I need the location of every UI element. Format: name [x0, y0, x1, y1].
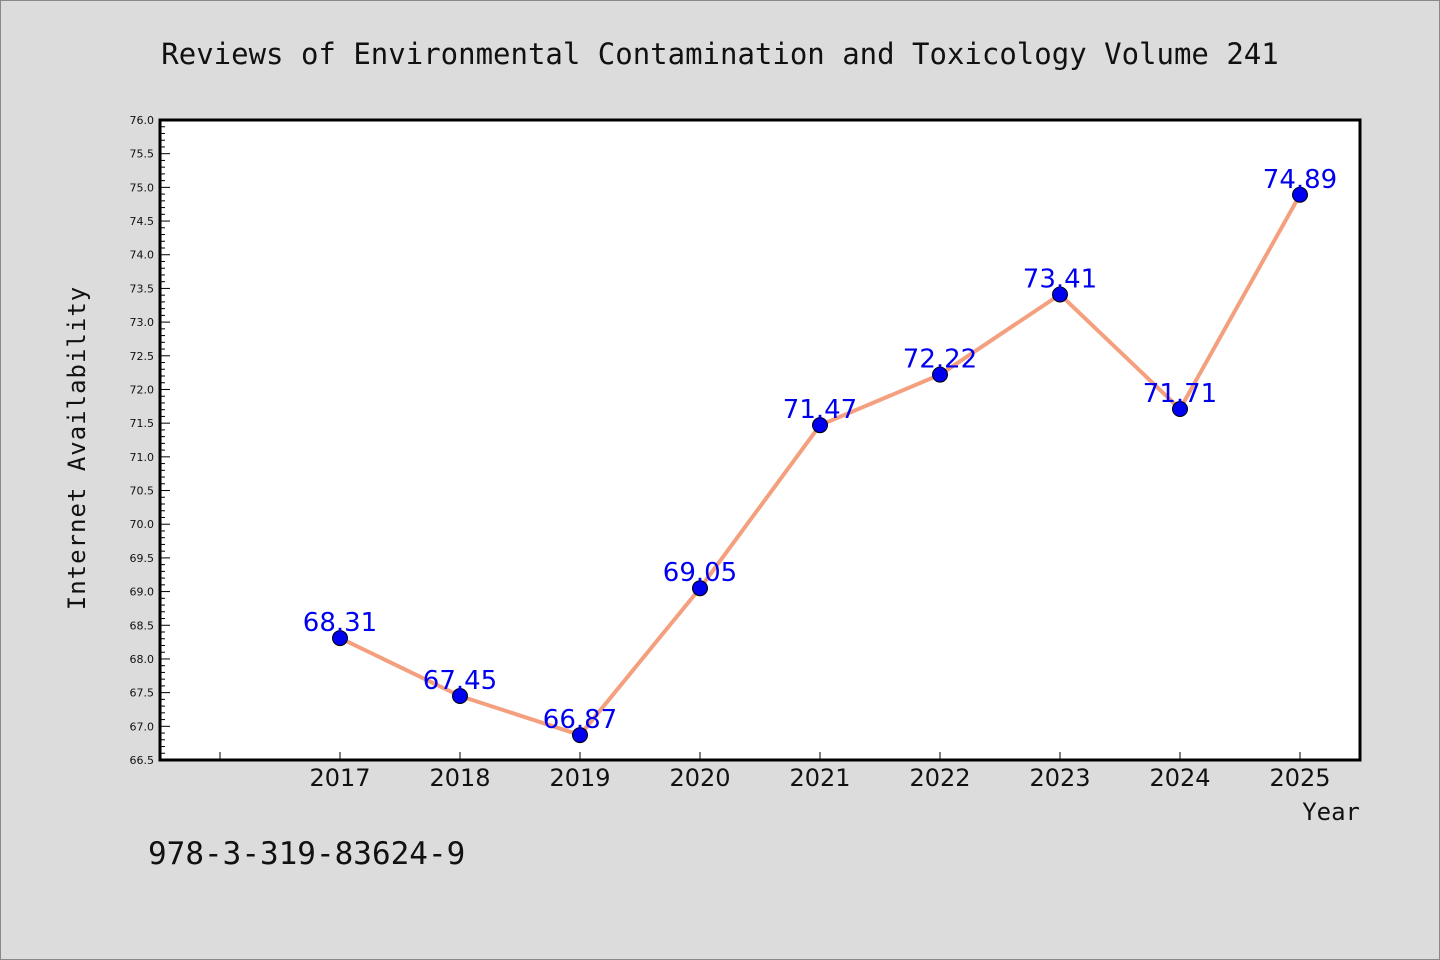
plot-area	[158, 118, 1362, 762]
y-tick-label: 71.0	[130, 451, 155, 464]
y-tick-label: 74.0	[130, 249, 155, 262]
data-label: 73.41	[1023, 264, 1097, 294]
axes: 66.5 67.0 67.5 68.0 68.5 69.0 69.5 70.0 70.5 71.0…	[130, 114, 1331, 792]
x-tick-label: 2024	[1149, 764, 1210, 792]
data-point	[332, 630, 348, 647]
y-tick-label: 72.5	[130, 350, 155, 363]
x-tick-label: 2020	[669, 764, 730, 792]
x-axis-label: Year	[1302, 798, 1360, 826]
y-tick-label: 68.5	[130, 619, 155, 632]
y-tick-label: 70.0	[130, 518, 155, 531]
data-label: 67.45	[423, 666, 497, 696]
y-tick-label: 70.5	[130, 485, 155, 498]
data-label: 74.89	[1263, 165, 1337, 195]
y-tick-label: 67.5	[130, 687, 155, 700]
x-tick-label: 2021	[789, 764, 850, 792]
y-tick-label: 71.5	[130, 417, 155, 430]
data-point	[452, 688, 468, 704]
y-tick-label: 69.5	[130, 552, 155, 565]
data-label: 68.31	[303, 608, 377, 638]
data-label: 71.47	[783, 395, 857, 425]
y-tick-label: 72.0	[130, 383, 155, 396]
y-tick-label: 75.0	[130, 181, 155, 194]
data-point	[812, 417, 828, 434]
chart-title: Reviews of Environmental Contamination a…	[161, 37, 1278, 71]
y-tick-label: 76.0	[130, 114, 155, 127]
data-point	[1172, 401, 1188, 418]
y-tick-label: 68.0	[130, 653, 155, 666]
y-tick-label: 73.0	[130, 316, 155, 329]
data-label: 72.22	[903, 345, 977, 375]
y-tick-label: 74.5	[130, 215, 155, 228]
y-axis-label: Internet Availability	[63, 286, 91, 610]
y-tick-label: 67.0	[130, 720, 155, 733]
data-point	[572, 727, 588, 744]
data-label: 69.05	[663, 558, 737, 588]
data-label: 71.71	[1143, 379, 1217, 409]
x-tick-label: 2017	[309, 764, 370, 792]
data-point	[1292, 186, 1308, 203]
data-point	[692, 580, 708, 597]
y-tick-label: 73.5	[130, 282, 155, 295]
y-tick-label: 66.5	[130, 754, 155, 767]
y-tick-label: 75.5	[130, 148, 155, 161]
x-tick-label: 2023	[1029, 764, 1090, 792]
data-label: 66.87	[543, 705, 617, 735]
y-tick-label: 69.0	[130, 586, 155, 599]
data-point	[932, 366, 948, 383]
x-tick-label: 2022	[909, 764, 970, 792]
x-tick-label: 2018	[429, 764, 490, 792]
isbn-text: 978-3-319-83624-9	[148, 836, 465, 872]
series: 68.31 67.45 66.87 69.05 71.47 72.22 73.41 71.71…	[303, 165, 1337, 744]
x-tick-label: 2025	[1269, 764, 1330, 792]
data-point	[1052, 286, 1068, 303]
x-tick-label: 2019	[549, 764, 610, 792]
